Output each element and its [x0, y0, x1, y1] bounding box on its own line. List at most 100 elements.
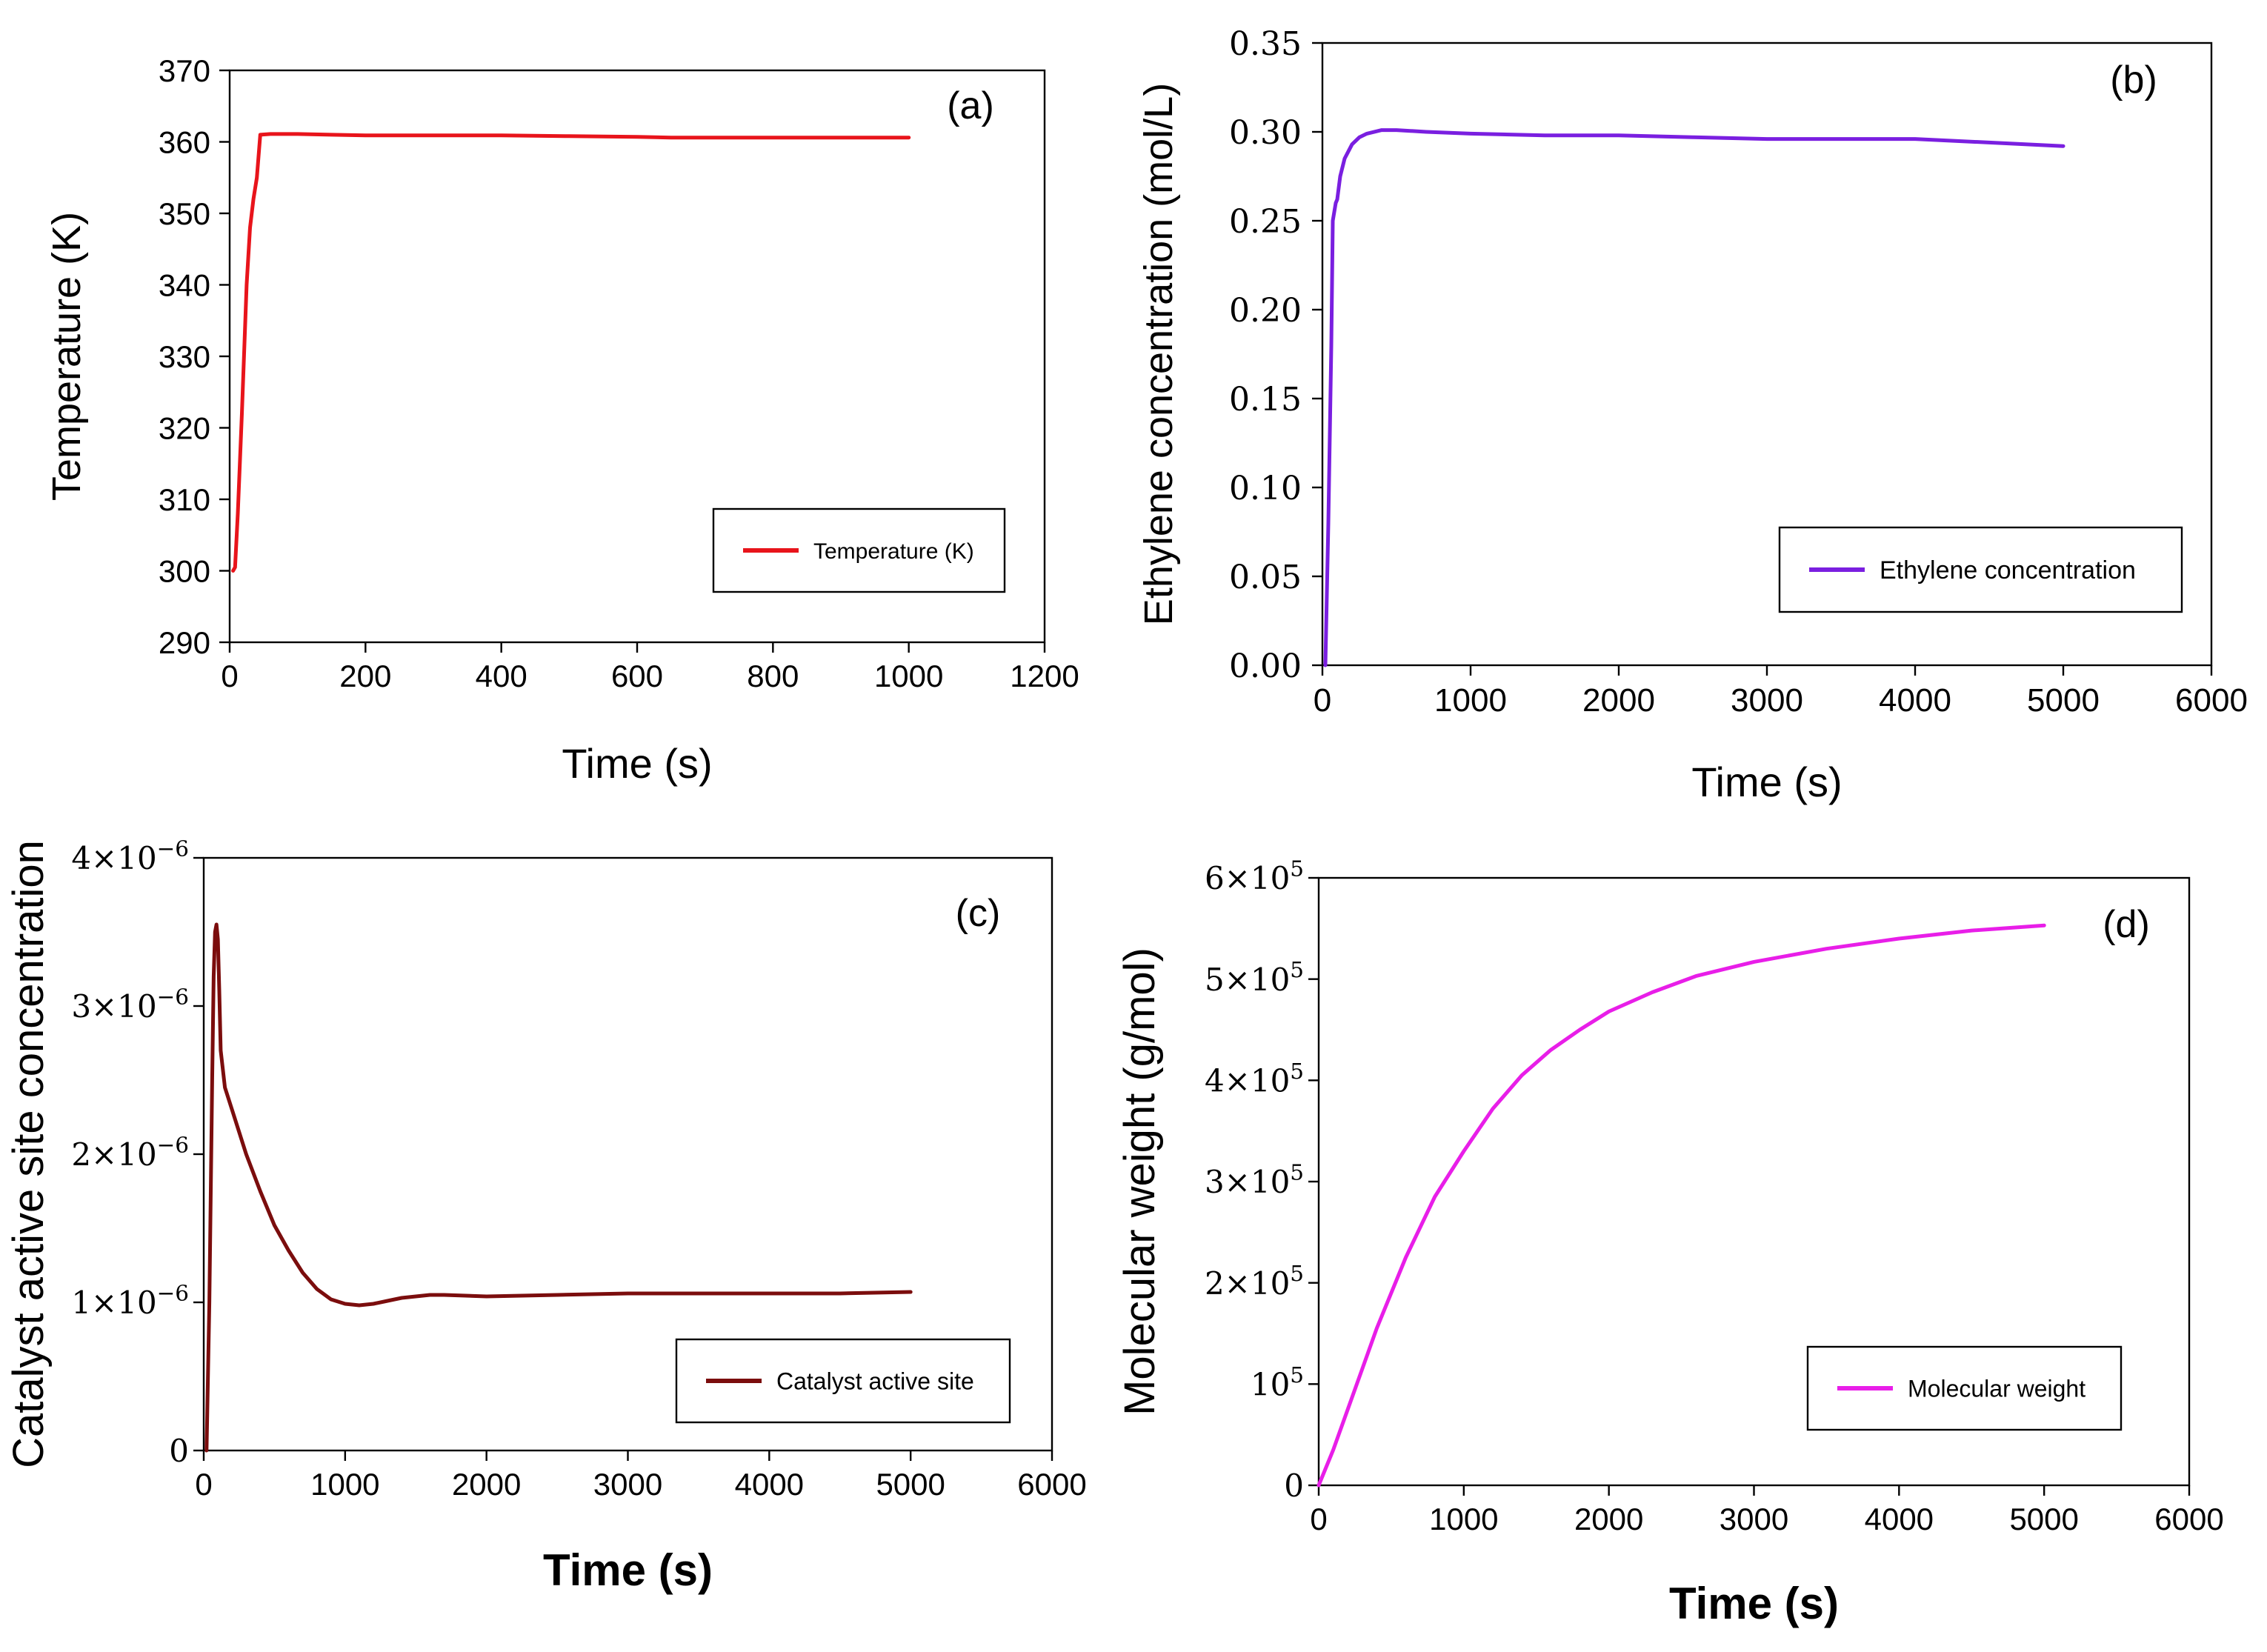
y-tick-mantissa: 3×10 [1205, 1164, 1290, 1200]
y-tick-label: 0.20 [1229, 292, 1302, 330]
x-tick-label: 6000 [1017, 1467, 1086, 1502]
y-tick-label: 0 [1284, 1468, 1304, 1504]
x-tick-label: 4000 [1879, 682, 1951, 719]
y-tick-exponent: −6 [157, 1132, 189, 1157]
x-tick-label: 1000 [874, 659, 943, 693]
y-tick-mantissa: 0 [1284, 1468, 1304, 1504]
x-tick-label: 1000 [1434, 682, 1507, 719]
chart-panel-c: 0 1000 2000 3000 4000 5000 600001×10−62×10−63×… [4, 836, 1087, 1595]
chart-panel-a: 0 200 400 600 800 1000 1200 290 300 310 320 330 340 3… [44, 53, 1079, 787]
x-tick-label: 5000 [876, 1467, 945, 1502]
y-tick-label: 320 [159, 411, 210, 446]
y-tick-label: 4×105 [1205, 1059, 1304, 1099]
y-tick-exponent: 5 [1290, 1159, 1304, 1185]
y-tick-exponent: 5 [1290, 856, 1304, 881]
panel-label: (b) [2110, 59, 2157, 101]
y-tick-label: 330 [159, 339, 210, 374]
y-tick-label: 1×10−6 [71, 1280, 189, 1321]
y-tick-label: 4×10−6 [71, 836, 189, 876]
y-tick-label: 2×105 [1205, 1261, 1304, 1302]
legend-label: Temperature (K) [813, 539, 974, 564]
y-axis-title: Temperature (K) [44, 212, 89, 501]
y-tick-mantissa: 1×10 [71, 1285, 156, 1321]
y-tick-label: 290 [159, 625, 210, 660]
x-tick-label: 1000 [1429, 1502, 1498, 1536]
series-line [1323, 128, 2065, 667]
series-line [1316, 923, 2046, 1488]
x-axis-title: Time (s) [1691, 759, 1842, 805]
panel-label: (a) [947, 84, 994, 127]
y-tick-label: 0 [169, 1433, 189, 1469]
x-tick-label: 2000 [1574, 1502, 1643, 1536]
x-tick-label: 5000 [2027, 682, 2100, 719]
x-tick-label: 4000 [1865, 1502, 1934, 1536]
x-tick-label: 2000 [452, 1467, 521, 1502]
x-tick-label: 0 [1314, 682, 1331, 719]
y-tick-mantissa: 10 [1251, 1366, 1290, 1402]
legend-label: Molecular weight [1908, 1376, 2085, 1402]
y-tick-label: 310 [159, 482, 210, 517]
x-tick-label: 1000 [310, 1467, 379, 1502]
x-axis-title: Time (s) [562, 740, 712, 787]
y-tick-mantissa: 4×10 [71, 840, 156, 876]
y-tick-exponent: −6 [157, 836, 189, 861]
y-tick-mantissa: 5×10 [1205, 962, 1290, 998]
y-tick-label: 2×10−6 [71, 1132, 189, 1173]
legend-label: Catalyst active site [776, 1368, 974, 1395]
y-axis-title: Ethylene concentration (mol/L) [1136, 83, 1181, 625]
x-axis-title: Time (s) [543, 1545, 713, 1595]
x-tick-label: 6000 [2175, 682, 2248, 719]
y-tick-label: 0.10 [1229, 470, 1302, 507]
y-tick-mantissa: 4×10 [1205, 1062, 1290, 1099]
y-tick-exponent: −6 [157, 1280, 189, 1305]
y-tick-mantissa: 6×10 [1205, 860, 1290, 896]
y-tick-label: 5×105 [1205, 957, 1304, 998]
y-tick-label: 0.00 [1229, 647, 1302, 685]
y-tick-exponent: 5 [1290, 957, 1304, 982]
y-tick-label: 3×10−6 [71, 984, 189, 1025]
panel-label: (d) [2103, 903, 2150, 946]
y-axis-title: Molecular weight (g/mol) [1116, 947, 1164, 1416]
y-tick-label: 300 [159, 554, 210, 589]
y-tick-label: 0.25 [1229, 203, 1302, 241]
chart-panel-d: 0 1000 2000 3000 4000 5000 600001052×1053×1054… [1116, 856, 2224, 1628]
x-tick-label: 200 [339, 659, 391, 693]
y-tick-label: 6×105 [1205, 856, 1304, 896]
x-tick-label: 4000 [735, 1467, 804, 1502]
x-tick-label: 0 [221, 659, 238, 693]
y-tick-label: 350 [159, 196, 210, 231]
x-tick-label: 3000 [1720, 1502, 1788, 1536]
y-tick-label: 3×105 [1205, 1159, 1304, 1200]
x-tick-label: 0 [1310, 1502, 1327, 1536]
y-tick-exponent: 5 [1290, 1261, 1304, 1286]
y-tick-mantissa: 2×10 [71, 1136, 156, 1173]
x-tick-label: 2000 [1582, 682, 1655, 719]
x-tick-label: 800 [747, 659, 799, 693]
legend-label: Ethylene concentration [1880, 556, 2136, 584]
y-tick-label: 0.35 [1229, 25, 1302, 63]
x-tick-label: 400 [476, 659, 527, 693]
panel-label: (c) [956, 892, 1001, 935]
x-tick-label: 3000 [1731, 682, 1803, 719]
y-tick-mantissa: 0 [169, 1433, 189, 1469]
x-tick-label: 3000 [593, 1467, 662, 1502]
x-tick-label: 5000 [2009, 1502, 2078, 1536]
series-line [231, 132, 911, 573]
y-tick-label: 370 [159, 53, 210, 88]
y-tick-label: 0.15 [1229, 381, 1302, 419]
series-line [204, 922, 913, 1453]
y-tick-exponent: 5 [1290, 1362, 1304, 1388]
y-tick-label: 105 [1251, 1362, 1304, 1403]
y-tick-label: 0.30 [1229, 114, 1302, 152]
y-tick-label: 360 [159, 125, 210, 160]
y-tick-mantissa: 3×10 [71, 988, 156, 1025]
y-tick-label: 340 [159, 268, 210, 303]
y-tick-exponent: 5 [1290, 1059, 1304, 1084]
y-tick-label: 0.05 [1229, 559, 1302, 596]
x-tick-label: 0 [195, 1467, 212, 1502]
x-tick-label: 6000 [2154, 1502, 2223, 1536]
x-tick-label: 600 [611, 659, 663, 693]
x-tick-label: 1200 [1010, 659, 1079, 693]
y-axis-title: Catalyst active site concentration [4, 840, 53, 1468]
